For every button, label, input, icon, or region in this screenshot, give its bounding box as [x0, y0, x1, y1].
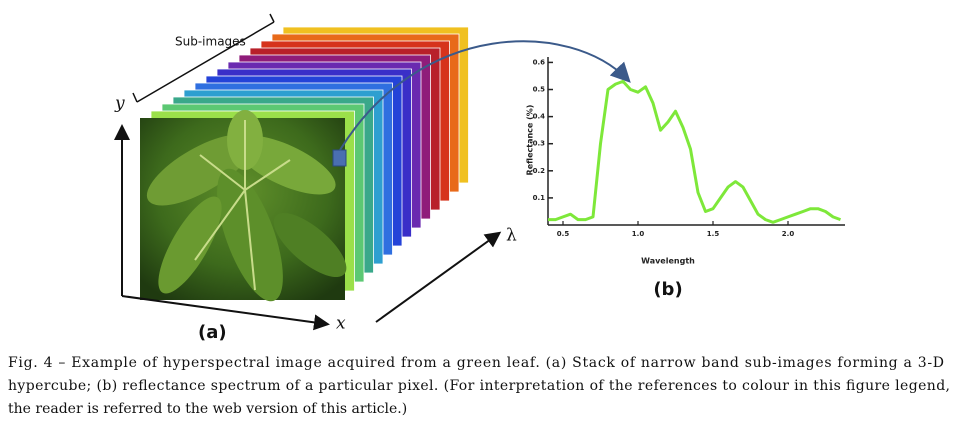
panel-a-label: (a)	[198, 322, 227, 343]
y-tick-label: 0.5	[533, 86, 546, 94]
lambda-label: λ	[506, 226, 517, 246]
pixel-marker	[332, 149, 347, 167]
pixel-arrow	[339, 40, 631, 151]
caption-line: the reader is referred to the web versio…	[8, 401, 407, 417]
spectrum-line	[548, 79, 842, 224]
y-axis-title: Reflectance (%)	[526, 105, 535, 176]
x-axis-label: x	[336, 314, 346, 334]
x-tick-label: 0.5	[557, 230, 570, 238]
y-tick-label: 0.1	[533, 194, 546, 202]
panel-b-label: (b)	[653, 279, 682, 300]
x-axis-title: Wavelength	[641, 257, 695, 266]
y-axis-label: y	[114, 94, 125, 114]
sub-images-bracket	[132, 13, 275, 103]
y-tick-label: 0.3	[533, 140, 546, 148]
y-tick-label: 0.6	[533, 58, 546, 66]
caption-line: Fig. 4 – Example of hyperspectral image …	[8, 355, 944, 371]
sub-images-label: Sub-images	[175, 35, 246, 49]
lambda-arrow	[375, 231, 502, 323]
x-arrow	[121, 295, 330, 331]
caption-line: hypercube; (b) reflectance spectrum of a…	[8, 378, 950, 394]
x-tick-label: 2.0	[782, 230, 795, 238]
y-tick-label: 0.2	[533, 167, 546, 175]
x-tick-label: 1.0	[632, 230, 645, 238]
caption: Fig. 4 – Example of hyperspectral image …	[8, 355, 950, 417]
y-tick-label: 0.4	[533, 113, 546, 121]
leaf-image	[140, 110, 347, 302]
x-tick-label: 1.5	[707, 230, 720, 238]
